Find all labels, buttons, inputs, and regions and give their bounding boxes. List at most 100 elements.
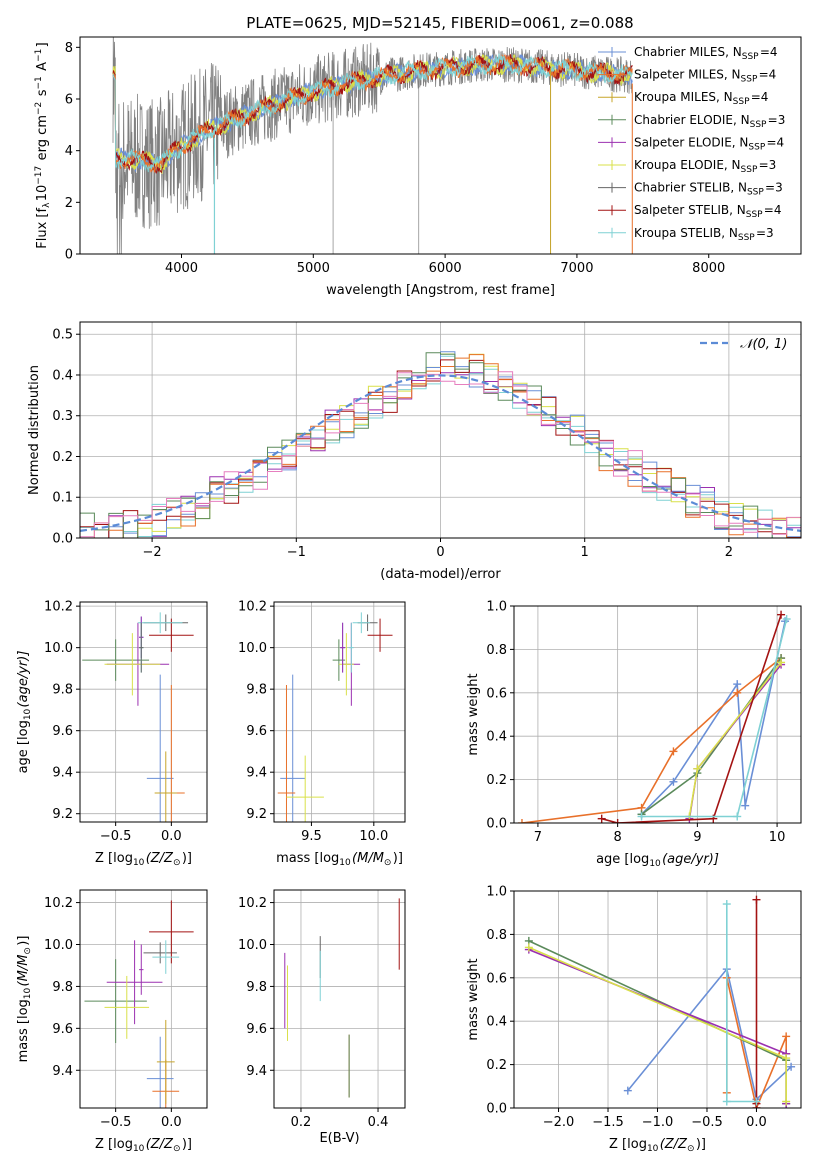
errorbar — [340, 622, 346, 673]
axes-frame — [273, 889, 406, 1109]
y-tick-label: 0.4 — [486, 1015, 507, 1030]
y-tick-label: 0.5 — [52, 328, 73, 343]
weight-marker — [782, 615, 791, 624]
legend-entry: Salpeter MILES, NSSP =4 — [634, 68, 776, 85]
y-tick-label: 0.0 — [486, 1102, 507, 1117]
y-tick-label: 1.0 — [486, 885, 507, 900]
axes-frame — [273, 601, 406, 823]
legend-entry: 𝒩(0, 1) — [740, 337, 787, 352]
y-tick-label: 0.2 — [486, 1058, 507, 1073]
errorbar — [143, 942, 177, 964]
weight-marker — [782, 1032, 791, 1041]
y-tick-label: 0.2 — [486, 773, 507, 788]
z-mass-axes: −0.5 0.0 9.4 9.6 9.8 10.0 10.2 Z [log10 (Z/Z⊙ )… — [16, 889, 208, 1154]
errorbar — [149, 618, 194, 652]
y-tick-label: 2 — [65, 196, 73, 211]
y-tick-label: 9.8 — [52, 980, 73, 995]
y-tick-label: 10.2 — [44, 896, 73, 911]
x-tick-label: 0.0 — [161, 1115, 182, 1130]
errorbar — [154, 751, 177, 822]
y-axis-label: mass weight — [466, 673, 481, 755]
x-axis-label: Z [log10 (Z/Z⊙ )] — [609, 1137, 706, 1154]
weight-lines — [517, 610, 791, 823]
legend-entry: Kroupa MILES, NSSP =4 — [634, 90, 768, 107]
weight-marker — [623, 1086, 632, 1095]
axes-frame — [79, 601, 208, 823]
errorbar — [137, 612, 183, 634]
errorbar — [152, 940, 180, 974]
y-tick-label: 8 — [65, 41, 73, 56]
x-tick-label: −2.0 — [543, 1115, 575, 1130]
x-tick-label: 0 — [436, 545, 444, 560]
x-tick-label: −1.0 — [642, 1115, 674, 1130]
errorbar — [146, 674, 174, 822]
errorbars — [277, 612, 393, 822]
errorbar — [280, 674, 306, 822]
weight-marker — [693, 764, 702, 773]
y-axis-label: mass [log10 (M/M⊙ )] — [16, 936, 33, 1063]
y-tick-label: 0.2 — [52, 450, 73, 465]
errorbar — [367, 618, 393, 652]
y-tick-label: 10.0 — [238, 641, 267, 656]
y-tick-label: 9.4 — [52, 1064, 73, 1079]
x-axis-label: E(B-V) — [319, 1131, 359, 1146]
y-tick-label: 10.2 — [44, 600, 73, 615]
errorbar — [277, 685, 296, 822]
y-tick-label: 0.8 — [486, 643, 507, 658]
legend-entry: Kroupa ELODIE, NSSP =3 — [634, 158, 776, 175]
weight-marker — [752, 1097, 761, 1106]
y-tick-label: 10.0 — [44, 938, 73, 953]
x-tick-label: −0.5 — [100, 829, 132, 844]
weight-lines — [524, 895, 796, 1108]
weight-marker — [782, 1097, 791, 1106]
x-tick-label: 10.0 — [359, 829, 388, 844]
x-tick-label: 4000 — [165, 261, 198, 276]
data-spectrum — [112, 37, 633, 254]
spectrum-axes: 4000 5000 6000 7000 8000 0 2 4 6 8 wavelength [Ang… — [34, 36, 802, 298]
x-tick-label: 8000 — [692, 261, 725, 276]
x-tick-label: 0.0 — [161, 829, 182, 844]
y-tick-label: 0.0 — [486, 817, 507, 832]
x-axis-label: mass [log10 (M/M⊙ )] — [276, 851, 403, 868]
y-axis-label: mass weight — [466, 958, 481, 1040]
errorbar — [332, 639, 346, 681]
x-tick-label: −0.5 — [691, 1115, 723, 1130]
errorbar — [139, 622, 144, 673]
normal-curve — [80, 374, 801, 532]
y-axis-label: age [log10 (age/yr)] — [16, 651, 33, 774]
x-axis-label: wavelength [Angstrom, rest frame] — [326, 283, 555, 298]
y-tick-label: 1.0 — [486, 600, 507, 615]
y-axis-label: Normed distribution — [27, 365, 42, 495]
weight-marker — [733, 812, 742, 821]
errorbar — [286, 755, 324, 822]
x-tick-label: −0.5 — [100, 1115, 132, 1130]
errorbar — [146, 1036, 174, 1108]
x-tick-label: −2 — [143, 545, 162, 560]
y-axis-label: Flux [fλ 10−17 erg cm−2 s−1 A−1 ] — [34, 42, 52, 248]
x-tick-label: −1.5 — [592, 1115, 624, 1130]
weight-marker — [777, 610, 786, 619]
axes-frame — [79, 36, 802, 255]
y-tick-label: 9.8 — [52, 683, 73, 698]
errorbars — [82, 612, 194, 822]
x-tick-label: 0.4 — [368, 1115, 389, 1130]
age-weight-axes: 7 8 9 10 0.0 0.2 0.4 0.6 0.8 1.0 age [log10 (age/y… — [466, 600, 802, 869]
weight-marker — [524, 943, 533, 952]
errorbar — [149, 900, 194, 964]
weight-marker — [733, 680, 742, 689]
errorbars — [284, 898, 400, 1098]
y-tick-label: 0.4 — [52, 368, 73, 383]
y-tick-label: 9.6 — [246, 724, 267, 739]
y-tick-label: 9.8 — [246, 683, 267, 698]
errorbar — [156, 1019, 175, 1104]
x-tick-label: 5000 — [297, 261, 330, 276]
errorbar — [106, 940, 163, 1025]
weight-marker — [722, 1097, 731, 1106]
axes-frame — [513, 890, 802, 1109]
x-axis-label: Z [log10 (Z/Z⊙ )] — [95, 1137, 192, 1154]
x-tick-label: 1 — [581, 545, 589, 560]
y-tick-label: 0.6 — [486, 971, 507, 986]
weight-line — [627, 967, 792, 1101]
figure-title: PLATE=0625, MJD=52145, FIBERID=0061, z=0… — [246, 14, 633, 32]
y-tick-label: 6 — [65, 93, 73, 108]
